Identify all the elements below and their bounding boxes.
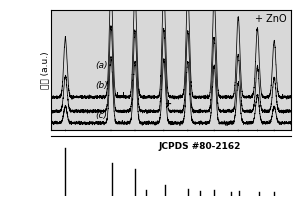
Text: (c): (c) <box>95 111 107 120</box>
Text: +: + <box>119 91 127 100</box>
Text: (a): (a) <box>95 61 108 70</box>
Y-axis label: 強度 (a.u.): 強度 (a.u.) <box>40 51 50 89</box>
Text: JCPDS #80-2162: JCPDS #80-2162 <box>159 142 241 151</box>
Text: +: + <box>113 91 121 100</box>
Text: +: + <box>164 99 171 108</box>
Text: + ZnO: + ZnO <box>255 14 286 24</box>
Text: (b): (b) <box>95 81 108 90</box>
